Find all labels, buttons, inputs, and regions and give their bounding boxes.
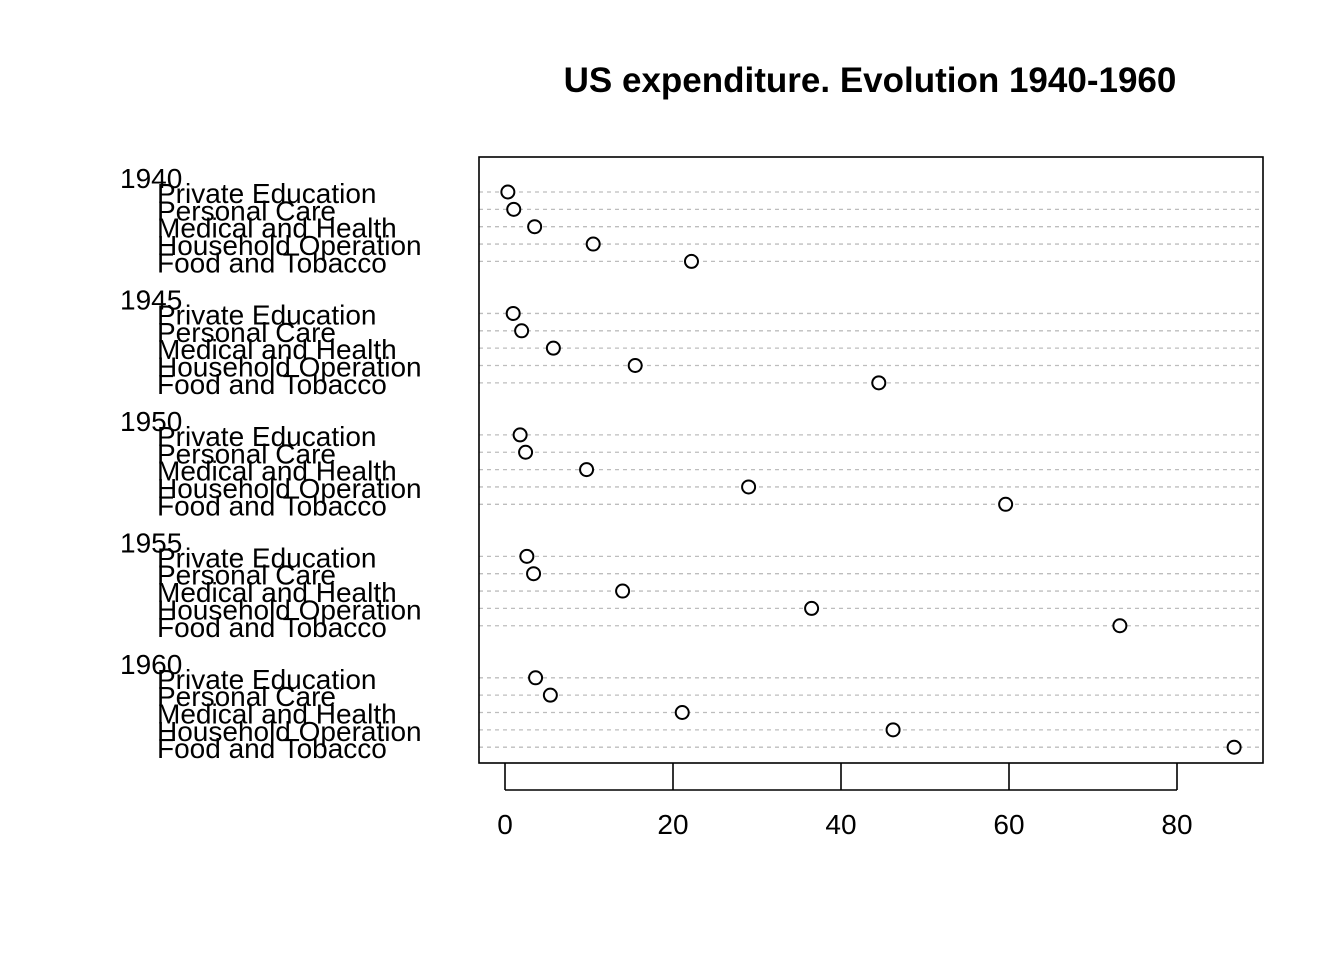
category-label: Private Education [157,542,376,573]
data-point [519,548,535,564]
data-point [528,670,544,686]
data-point [585,236,601,252]
x-tick-label: 80 [1161,809,1192,840]
group-label-1940: 1940 [120,163,182,194]
data-point [615,583,631,599]
category-label: Medical and Health [157,213,397,244]
category-label: Personal Care [157,560,336,591]
data-point [885,722,901,738]
data-point [683,253,699,269]
data-points [500,184,1242,755]
x-tick-label: 60 [993,809,1024,840]
category-label: Medical and Health [157,699,397,730]
data-point [804,600,820,616]
x-tick-label: 40 [825,809,856,840]
category-label: Personal Care [157,438,336,469]
category-label: Household Operation [157,594,422,625]
category-label: Household Operation [157,352,422,383]
category-label: Food and Tobacco [157,490,387,521]
data-point [500,184,516,200]
category-label: Medical and Health [157,456,397,487]
category-label: Personal Care [157,317,336,348]
data-point [674,705,690,720]
data-point [505,305,521,321]
category-label: Food and Tobacco [157,369,387,400]
category-label: Household Operation [157,230,422,261]
category-label: Personal Care [157,681,336,712]
data-point [998,496,1014,512]
category-label: Food and Tobacco [157,733,387,764]
group-label-1955: 1955 [120,527,182,558]
data-point [542,687,558,703]
data-point [527,219,543,235]
x-tick-label: 0 [497,809,513,840]
category-label: Medical and Health [157,334,397,365]
data-point [1226,739,1242,755]
data-point [506,201,522,217]
category-label: Personal Care [157,195,336,226]
data-point [545,340,561,356]
category-label: Private Education [157,299,376,330]
data-point [579,462,595,478]
data-point [741,479,757,495]
data-point [526,566,542,582]
category-label: Medical and Health [157,577,397,608]
category-label: Private Education [157,178,376,209]
group-label-1950: 1950 [120,406,182,437]
chart-title: US expenditure. Evolution 1940-1960 [564,61,1177,100]
group-label-1960: 1960 [120,649,182,680]
x-axis: 0 20 40 60 80 [497,763,1193,840]
category-label: Food and Tobacco [157,247,387,278]
data-point [871,375,887,391]
category-label: Household Operation [157,716,422,747]
plot-frame [478,156,1264,764]
group-label-1945: 1945 [120,284,182,315]
data-point [627,358,643,373]
category-label: Private Education [157,664,376,695]
data-point [1112,618,1128,634]
data-point [512,427,528,443]
category-label: Private Education [157,421,376,452]
grid-lines [479,191,1263,748]
category-label: Food and Tobacco [157,612,387,643]
data-point [514,323,530,339]
x-tick-label: 20 [657,809,688,840]
category-label: Household Operation [157,473,422,504]
data-point [518,444,534,460]
